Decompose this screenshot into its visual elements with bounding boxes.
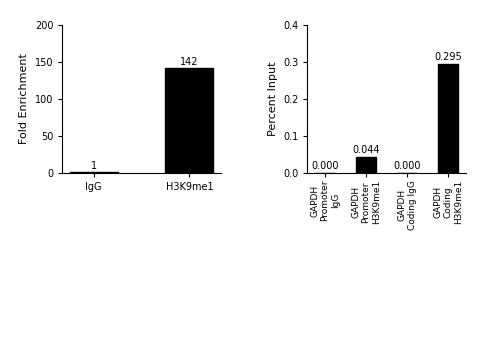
Bar [438,64,458,173]
Text: 142: 142 [180,57,199,67]
Text: 0.044: 0.044 [352,145,380,155]
Bar [166,68,213,173]
Text: 0.295: 0.295 [434,52,462,62]
Text: 0.000: 0.000 [311,161,339,171]
Text: 0.000: 0.000 [393,161,421,171]
Y-axis label: Fold Enrichment: Fold Enrichment [19,54,29,144]
Bar [70,172,118,173]
Y-axis label: Percent Input: Percent Input [267,62,277,136]
Text: 1: 1 [91,161,96,171]
Bar [356,157,376,173]
